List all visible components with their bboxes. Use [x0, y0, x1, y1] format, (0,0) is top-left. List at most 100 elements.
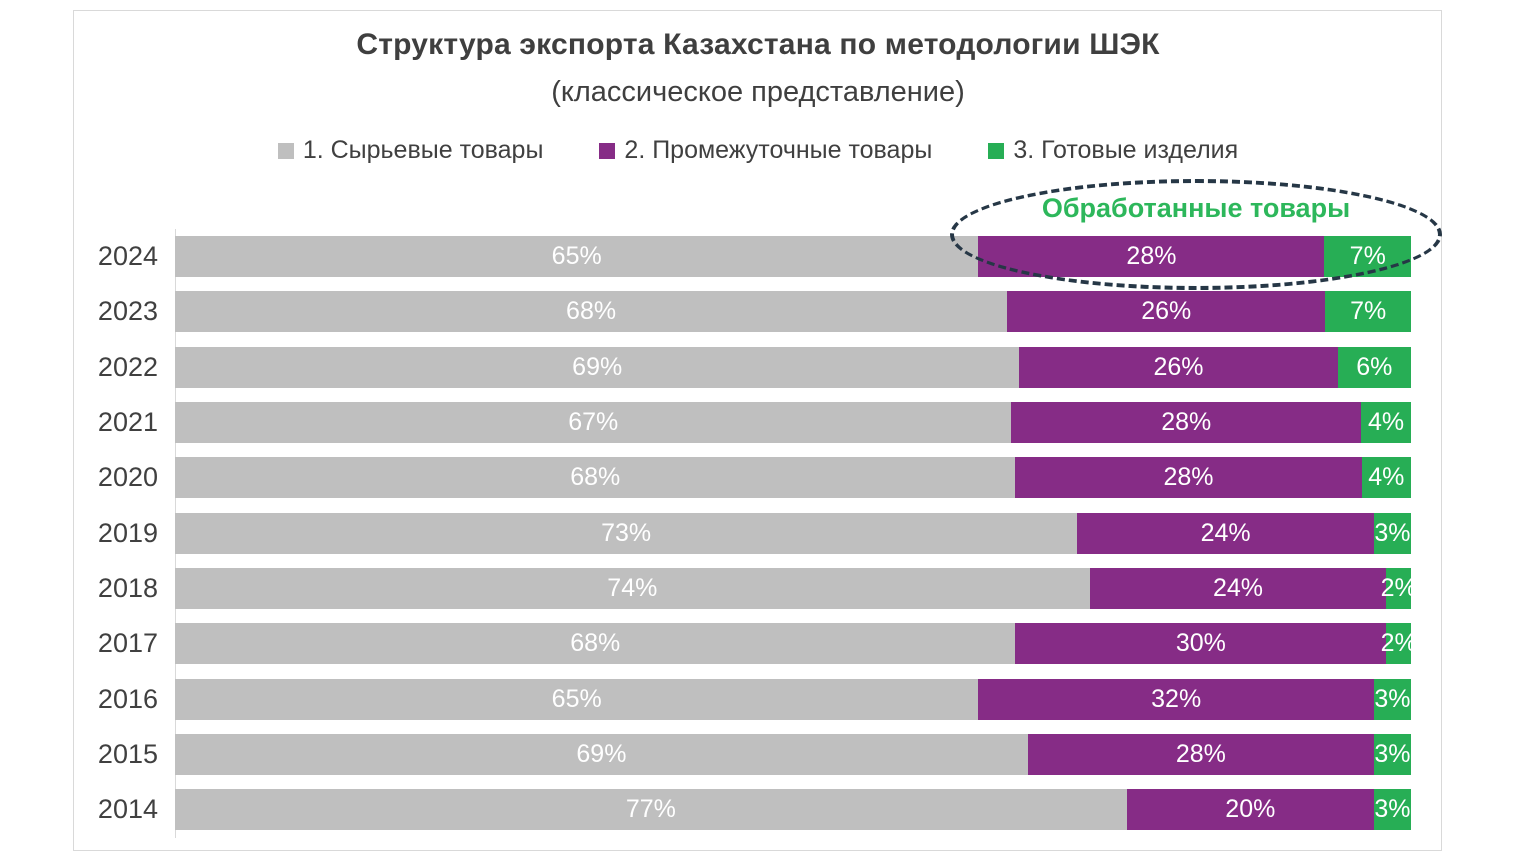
- bar-segment-series-3: 3%: [1373, 733, 1411, 775]
- bar-track: 73% 24% 3%: [175, 512, 1411, 554]
- bar-track: 68% 26% 7%: [175, 291, 1411, 333]
- legend-item-2: 2. Промежуточные товары: [599, 136, 932, 165]
- legend-item-1: 1. Сырьевые товары: [277, 136, 544, 165]
- bar-value-label: 73%: [601, 518, 652, 547]
- bar-segment-series-1: 68%: [175, 291, 1008, 333]
- bar-segment-series-2: 20%: [1126, 789, 1374, 831]
- category-label: 2014: [97, 794, 158, 825]
- bar-segment-series-1: 65%: [175, 236, 979, 278]
- category-label: 2023: [97, 296, 158, 327]
- annotation-label: Обработанные товары: [1041, 193, 1351, 223]
- bar-segment-series-3: 2%: [1381, 567, 1417, 609]
- bar-segment-series-1: 74%: [175, 567, 1090, 609]
- bar-value-label: 3%: [1374, 795, 1411, 824]
- bar-segment-series-2: 24%: [1077, 512, 1374, 554]
- bar-segment-series-1: 65%: [175, 678, 979, 720]
- legend-marker-icon: [599, 142, 616, 159]
- category-label: 2015: [97, 738, 158, 769]
- bar-segment-series-1: 69%: [175, 733, 1028, 775]
- bar-segment-series-1: 67%: [175, 402, 1012, 444]
- legend-label: 3. Готовые изделия: [1013, 136, 1239, 164]
- bar-segment-series-1: 77%: [175, 789, 1127, 831]
- bar-value-label: 68%: [570, 463, 621, 492]
- plot-area: 2024 65% 28% 7% 2023 68% 26% 7% 2022 69% 26% 6% 2021…: [73, 229, 1443, 837]
- bar-segment-series-3: 4%: [1361, 457, 1411, 499]
- bar-value-label: 26%: [1141, 297, 1192, 326]
- chart-row: 2017 68% 30% 2%: [73, 616, 1443, 671]
- bar-value-label: 3%: [1374, 739, 1411, 768]
- bar-segment-series-2: 26%: [1007, 291, 1326, 333]
- chart-row: 2015 69% 28% 3%: [73, 727, 1443, 782]
- chart-row: 2014 77% 20% 3%: [73, 782, 1443, 837]
- category-label: 2021: [97, 407, 158, 438]
- bar-segment-series-3: 4%: [1361, 402, 1411, 444]
- bar-value-label: 68%: [566, 297, 617, 326]
- bar-value-label: 69%: [572, 352, 623, 381]
- bar-value-label: 65%: [551, 242, 602, 271]
- bar-value-label: 26%: [1153, 352, 1204, 381]
- chart-row: 2023 68% 26% 7%: [73, 284, 1443, 339]
- bar-value-label: 32%: [1151, 684, 1202, 713]
- bar-value-label: 3%: [1374, 684, 1411, 713]
- bar-value-label: 2%: [1380, 629, 1417, 658]
- chart-row: 2016 65% 32% 3%: [73, 671, 1443, 726]
- bar-value-label: 3%: [1374, 518, 1411, 547]
- bar-track: 65% 32% 3%: [175, 678, 1411, 720]
- bar-segment-series-2: 28%: [1027, 733, 1374, 775]
- bar-value-label: 24%: [1200, 518, 1251, 547]
- bar-value-label: 77%: [625, 795, 676, 824]
- bar-segment-series-2: 30%: [1015, 623, 1387, 665]
- category-label: 2024: [97, 241, 158, 272]
- bar-track: 69% 26% 6%: [175, 346, 1411, 388]
- chart-row: 2020 68% 28% 4%: [73, 450, 1443, 505]
- bar-segment-series-2: 28%: [1015, 457, 1362, 499]
- bar-segment-series-3: 6%: [1337, 346, 1411, 388]
- bar-value-label: 30%: [1175, 629, 1226, 658]
- bar-segment-series-1: 68%: [175, 457, 1016, 499]
- bar-segment-series-2: 32%: [978, 678, 1374, 720]
- bar-segment-series-3: 3%: [1373, 789, 1411, 831]
- bar-segment-series-1: 68%: [175, 623, 1016, 665]
- bar-value-label: 28%: [1161, 408, 1212, 437]
- legend-item-3: 3. Готовые изделия: [988, 136, 1238, 165]
- bar-value-label: 69%: [576, 739, 627, 768]
- bar-track: 77% 20% 3%: [175, 789, 1411, 831]
- bar-segment-series-2: 24%: [1089, 567, 1387, 609]
- bar-value-label: 2%: [1380, 573, 1417, 602]
- chart-row: 2019 73% 24% 3%: [73, 505, 1443, 560]
- bar-segment-series-3: 2%: [1381, 623, 1417, 665]
- bar-segment-series-1: 73%: [175, 512, 1078, 554]
- bar-segment-series-1: 69%: [175, 346, 1020, 388]
- bar-track: 69% 28% 3%: [175, 733, 1411, 775]
- bar-segment-series-3: 7%: [1325, 291, 1411, 333]
- category-label: 2016: [97, 683, 158, 714]
- category-label: 2020: [97, 462, 158, 493]
- bar-value-label: 24%: [1212, 573, 1263, 602]
- bar-track: 68% 30% 2%: [175, 623, 1417, 665]
- bar-track: 67% 28% 4%: [175, 402, 1411, 444]
- bar-track: 74% 24% 2%: [175, 567, 1417, 609]
- chart-row: 2021 67% 28% 4%: [73, 395, 1443, 450]
- bar-value-label: 28%: [1175, 739, 1226, 768]
- bar-value-label: 68%: [570, 629, 621, 658]
- bar-value-label: 4%: [1368, 463, 1405, 492]
- legend-label: 1. Сырьевые товары: [302, 136, 544, 164]
- legend-marker-icon: [988, 142, 1005, 159]
- chart-row: 2022 69% 26% 6%: [73, 340, 1443, 395]
- bar-track: 68% 28% 4%: [175, 457, 1411, 499]
- category-label: 2018: [97, 572, 158, 603]
- legend: 1. Сырьевые товары 2. Промежуточные товар…: [73, 136, 1443, 165]
- bar-segment-series-3: 3%: [1373, 678, 1411, 720]
- bar-segment-series-3: 3%: [1373, 512, 1411, 554]
- category-label: 2017: [97, 628, 158, 659]
- bar-value-label: 6%: [1356, 352, 1393, 381]
- plot-rows: 2024 65% 28% 7% 2023 68% 26% 7% 2022 69% 26% 6% 2021…: [73, 229, 1443, 837]
- category-label: 2019: [97, 517, 158, 548]
- legend-label: 2. Промежуточные товары: [624, 136, 933, 164]
- annotation-ellipse: [950, 179, 1442, 290]
- chart-title: Структура экспорта Казахстана по методол…: [356, 28, 1160, 61]
- bar-value-label: 28%: [1163, 463, 1214, 492]
- chart-subtitle: (классическое представление): [551, 76, 965, 108]
- bar-value-label: 7%: [1350, 297, 1387, 326]
